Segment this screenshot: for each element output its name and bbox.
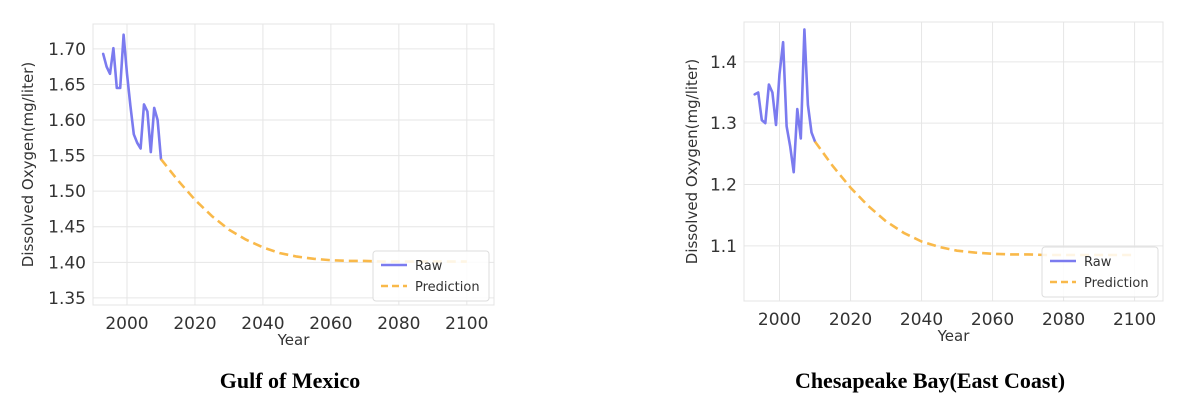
series-line-prediction [159, 158, 467, 263]
y-tick-label: 1.4 [710, 53, 737, 73]
x-tick-label: 2000 [758, 310, 801, 330]
x-axis-label: Year [937, 327, 971, 345]
y-tick-label: 1.55 [48, 147, 86, 167]
y-tick-label: 1.40 [48, 253, 86, 273]
chart-caption: Chesapeake Bay(East Coast) [795, 368, 1065, 393]
x-tick-label: 2040 [900, 310, 943, 330]
legend: Raw Prediction [372, 250, 490, 302]
x-tick-label: 2080 [377, 314, 420, 334]
series-line-raw [101, 33, 163, 161]
x-tick-label: 2040 [241, 314, 284, 334]
y-tick-label: 1.60 [48, 111, 86, 131]
chart-1: 2000 2020 2040 2060 2080 2100 1.35 1.40 1.45 1.50… [19, 23, 495, 393]
chart-2: 2000 2020 2040 2060 2080 2100 1.1 1.2 1.3 1.4 Year… [683, 21, 1164, 393]
x-axis-label: Year [277, 331, 311, 349]
legend-box [372, 250, 490, 302]
x-tick-label: 2100 [1113, 310, 1156, 330]
chart-caption: Gulf of Mexico [220, 368, 361, 393]
x-tick-label: 2020 [829, 310, 872, 330]
y-axis-label: Dissolved Oxygen(mg/liter) [683, 59, 701, 264]
y-axis-label: Dissolved Oxygen(mg/liter) [19, 62, 37, 267]
y-tick-label: 1.70 [48, 40, 86, 60]
legend-label-prediction: Prediction [1084, 276, 1149, 291]
y-tick-label: 1.35 [48, 289, 86, 309]
legend-label-raw: Raw [415, 259, 443, 274]
x-tick-label: 2020 [173, 314, 216, 334]
x-tick-label: 2100 [445, 314, 488, 334]
legend-box [1041, 246, 1159, 298]
y-tick-label: 1.2 [710, 175, 737, 195]
x-tick-label: 2000 [105, 314, 148, 334]
series-line-raw [753, 28, 817, 174]
legend-label-prediction: Prediction [415, 280, 480, 295]
y-tick-label: 1.45 [48, 218, 86, 238]
x-tick-label: 2060 [309, 314, 352, 334]
y-tick-label: 1.50 [48, 182, 86, 202]
y-tick-label: 1.65 [48, 75, 86, 95]
legend-label-raw: Raw [1084, 255, 1112, 270]
x-tick-label: 2060 [971, 310, 1014, 330]
legend: Raw Prediction [1041, 246, 1159, 298]
y-tick-label: 1.1 [710, 237, 737, 257]
x-tick-label: 2080 [1042, 310, 1085, 330]
y-tick-label: 1.3 [710, 114, 737, 134]
